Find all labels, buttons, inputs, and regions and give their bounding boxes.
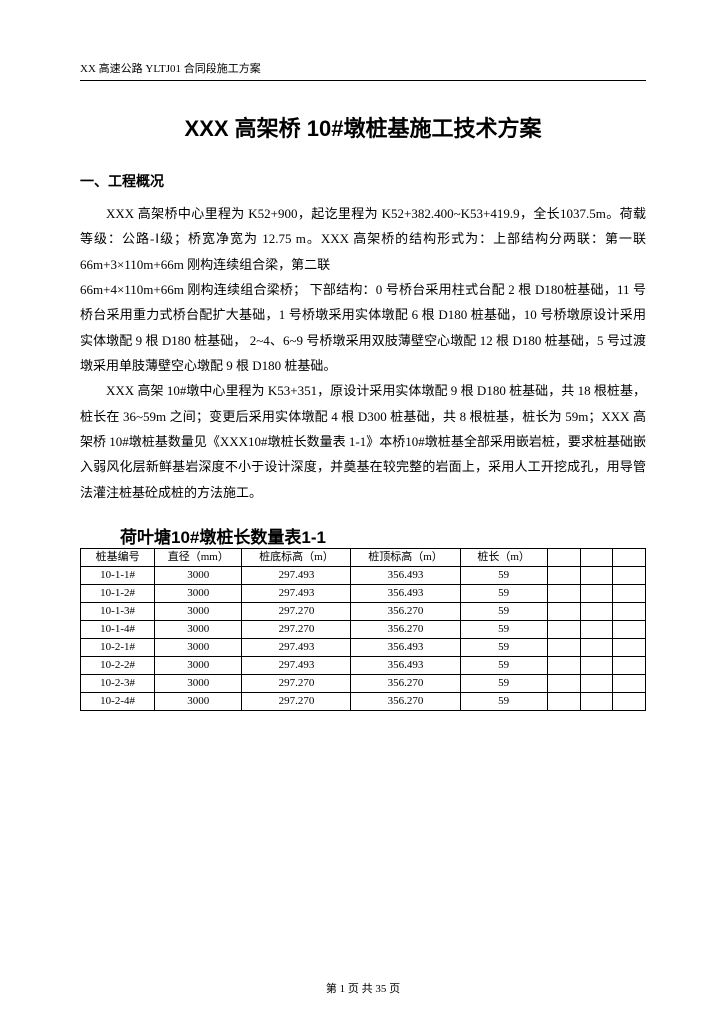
table-cell: 59 <box>460 675 547 693</box>
table-cell: 59 <box>460 621 547 639</box>
table-cell <box>613 639 646 657</box>
th-blank-2 <box>580 549 613 567</box>
table-cell: 3000 <box>155 621 242 639</box>
table-row: 10-2-1#3000297.493356.49359 <box>81 639 646 657</box>
page-footer: 第 1 页 共 35 页 <box>0 980 726 996</box>
table-cell <box>547 639 580 657</box>
table-row: 10-1-2#3000297.493356.49359 <box>81 585 646 603</box>
table-row: 10-1-1#3000297.493356.49359 <box>81 567 646 585</box>
table-cell <box>613 567 646 585</box>
table-cell: 3000 <box>155 657 242 675</box>
table-cell: 59 <box>460 639 547 657</box>
table-cell: 297.493 <box>242 639 351 657</box>
table-cell: 10-2-3# <box>81 675 155 693</box>
table-title: 荷叶塘10#墩桩长数量表1-1 <box>80 523 646 548</box>
table-cell: 356.493 <box>351 585 460 603</box>
table-row: 10-1-3#3000297.270356.27059 <box>81 603 646 621</box>
table-cell: 3000 <box>155 693 242 711</box>
table-cell: 10-1-4# <box>81 621 155 639</box>
th-blank-3 <box>613 549 646 567</box>
table-cell: 356.270 <box>351 675 460 693</box>
table-cell: 59 <box>460 603 547 621</box>
th-blank-1 <box>547 549 580 567</box>
section-1-heading: 一、工程概况 <box>80 171 646 191</box>
table-cell: 10-1-3# <box>81 603 155 621</box>
table-cell: 10-1-2# <box>81 585 155 603</box>
table-cell: 297.493 <box>242 585 351 603</box>
table-row: 10-2-3#3000297.270356.27059 <box>81 675 646 693</box>
table-cell: 356.270 <box>351 603 460 621</box>
table-cell <box>613 585 646 603</box>
table-cell: 356.270 <box>351 621 460 639</box>
page-header: XX 高速公路 YLTJ01 合同段施工方案 <box>80 60 646 81</box>
table-cell <box>613 621 646 639</box>
table-cell <box>547 675 580 693</box>
table-cell <box>547 693 580 711</box>
table-header-row: 桩基编号 直径（mm） 桩底标高（m） 桩顶标高（m） 桩长（m） <box>81 549 646 567</box>
table-cell: 10-2-2# <box>81 657 155 675</box>
th-length: 桩长（m） <box>460 549 547 567</box>
document-title: XXX 高架桥 10#墩桩基施工技术方案 <box>80 111 646 143</box>
table-cell: 3000 <box>155 567 242 585</box>
th-diameter: 直径（mm） <box>155 549 242 567</box>
table-cell: 3000 <box>155 675 242 693</box>
table-cell <box>613 693 646 711</box>
table-row: 10-2-2#3000297.493356.49359 <box>81 657 646 675</box>
paragraph-1: XXX 高架桥中心里程为 K52+900，起讫里程为 K52+382.400~K… <box>80 201 646 277</box>
th-top-elev: 桩顶标高（m） <box>351 549 460 567</box>
table-cell: 297.270 <box>242 675 351 693</box>
table-cell: 3000 <box>155 603 242 621</box>
table-cell <box>613 603 646 621</box>
th-pile-id: 桩基编号 <box>81 549 155 567</box>
table-cell <box>580 657 613 675</box>
table-cell <box>580 621 613 639</box>
table-cell <box>580 585 613 603</box>
table-cell: 59 <box>460 693 547 711</box>
table-cell <box>547 567 580 585</box>
table-cell: 356.493 <box>351 657 460 675</box>
table-cell <box>613 675 646 693</box>
table-cell <box>547 657 580 675</box>
table-cell <box>580 693 613 711</box>
table-cell: 59 <box>460 657 547 675</box>
table-cell: 297.493 <box>242 657 351 675</box>
table-row: 10-1-4#3000297.270356.27059 <box>81 621 646 639</box>
table-cell: 10-2-4# <box>81 693 155 711</box>
table-cell: 356.493 <box>351 567 460 585</box>
table-cell <box>613 657 646 675</box>
table-cell: 297.270 <box>242 603 351 621</box>
table-cell: 3000 <box>155 639 242 657</box>
table-cell: 59 <box>460 585 547 603</box>
table-cell <box>580 603 613 621</box>
table-body: 10-1-1#3000297.493356.4935910-1-2#300029… <box>81 567 646 711</box>
table-cell <box>547 603 580 621</box>
table-cell: 356.493 <box>351 639 460 657</box>
table-cell: 356.270 <box>351 693 460 711</box>
pile-length-table: 桩基编号 直径（mm） 桩底标高（m） 桩顶标高（m） 桩长（m） 10-1-1… <box>80 548 646 711</box>
table-cell: 297.270 <box>242 621 351 639</box>
table-row: 10-2-4#3000297.270356.27059 <box>81 693 646 711</box>
paragraph-3: XXX 高架 10#墩中心里程为 K53+351，原设计采用实体墩配 9 根 D… <box>80 378 646 505</box>
table-cell <box>547 585 580 603</box>
th-bottom-elev: 桩底标高（m） <box>242 549 351 567</box>
table-cell: 10-1-1# <box>81 567 155 585</box>
table-cell <box>580 567 613 585</box>
paragraph-2: 66m+4×110m+66m 刚构连续组合梁桥； 下部结构：0 号桥台采用柱式台… <box>80 277 646 378</box>
table-cell: 297.493 <box>242 567 351 585</box>
table-cell <box>547 621 580 639</box>
table-cell: 297.270 <box>242 693 351 711</box>
table-cell: 59 <box>460 567 547 585</box>
table-cell: 10-2-1# <box>81 639 155 657</box>
table-cell: 3000 <box>155 585 242 603</box>
table-cell <box>580 639 613 657</box>
table-cell <box>580 675 613 693</box>
